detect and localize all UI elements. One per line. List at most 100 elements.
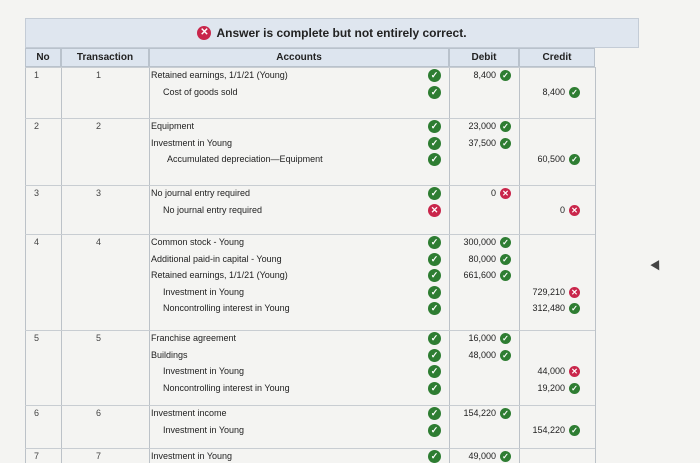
col-divider [25, 67, 26, 463]
account-field[interactable]: Noncontrolling interest in Young [163, 303, 290, 313]
account-field[interactable]: Investment in Young [151, 451, 233, 461]
debit-field[interactable]: 661,600 [463, 270, 496, 280]
correct-icon: ✓ [428, 136, 441, 150]
correct-icon: ✓ [428, 302, 441, 315]
correct-icon: ✓ [428, 236, 441, 249]
incorrect-icon: ✕ [569, 286, 580, 298]
col-divider [595, 67, 596, 463]
result-banner: ✕ Answer is complete but not entirely co… [25, 18, 639, 48]
credit-field[interactable]: 729,210 [532, 286, 565, 297]
account-field[interactable]: Investment in Young [163, 286, 245, 297]
account-field[interactable]: Investment in Young [163, 424, 245, 435]
correct-icon: ✓ [428, 332, 441, 345]
account-field[interactable]: Investment income [151, 408, 227, 418]
banner-text: Answer is complete but not entirely corr… [216, 26, 467, 40]
entry-separator [25, 185, 595, 186]
account-field[interactable]: No journal entry required [151, 188, 251, 198]
incorrect-icon: ✕ [569, 366, 580, 377]
account-field[interactable]: Cost of goods sold [163, 86, 238, 97]
correct-icon: ✓ [428, 285, 441, 299]
credit-field[interactable]: 312,480 [532, 303, 565, 313]
debit-field[interactable]: 8,400 [473, 70, 496, 80]
error-icon: ✕ [197, 26, 212, 40]
account-field[interactable]: No journal entry required [163, 204, 263, 215]
correct-icon: ✓ [500, 333, 511, 344]
entry-number: 4 [34, 237, 40, 247]
account-field[interactable]: Noncontrolling interest in Young [163, 382, 290, 393]
entry-number: 2 [34, 121, 40, 131]
correct-icon: ✓ [428, 450, 441, 463]
credit-field[interactable]: 44,000 [537, 366, 565, 376]
entry-number: 7 [34, 451, 40, 461]
account-field[interactable]: Common stock - Young [151, 237, 245, 247]
correct-icon: ✓ [428, 153, 441, 166]
account-field[interactable]: Investment in Young [163, 366, 245, 376]
credit-field[interactable]: 8,400 [542, 86, 565, 97]
correct-icon: ✓ [569, 86, 580, 98]
incorrect-icon: ✕ [500, 188, 511, 199]
debit-field[interactable]: 80,000 [468, 253, 496, 264]
correct-icon: ✓ [500, 349, 511, 361]
account-field[interactable]: Additional paid-in capital - Young [151, 253, 282, 264]
correct-icon: ✓ [428, 423, 441, 437]
header-transaction: Transaction [61, 48, 149, 67]
correct-icon: ✓ [500, 237, 511, 248]
correct-icon: ✓ [428, 269, 441, 282]
entry-separator [25, 330, 595, 331]
correct-icon: ✓ [500, 121, 511, 132]
incorrect-icon: ✕ [428, 203, 441, 217]
entry-number: 6 [34, 408, 40, 418]
correct-icon: ✓ [500, 408, 511, 419]
debit-field[interactable]: 37,500 [468, 137, 496, 148]
entry-separator [25, 118, 595, 119]
debit-field[interactable]: 154,220 [463, 408, 496, 418]
transaction-number: 1 [96, 70, 102, 80]
transaction-number: 7 [96, 451, 102, 461]
correct-icon: ✓ [569, 154, 580, 165]
transaction-number: 2 [96, 121, 102, 131]
account-field[interactable]: Accumulated depreciation—Equipment [167, 154, 323, 164]
credit-field[interactable]: 0 [559, 204, 565, 215]
correct-icon: ✓ [428, 365, 441, 378]
correct-icon: ✓ [428, 120, 441, 133]
entry-number: 3 [34, 188, 40, 198]
header-accounts: Accounts [149, 48, 449, 67]
entry-separator [25, 405, 595, 406]
correct-icon: ✓ [428, 252, 441, 266]
transaction-number: 5 [96, 333, 102, 343]
correct-icon: ✓ [500, 137, 511, 149]
header-credit: Credit [519, 48, 595, 67]
account-field[interactable]: Buildings [151, 349, 188, 360]
correct-icon: ✓ [428, 348, 441, 362]
credit-field[interactable]: 19,200 [537, 382, 565, 393]
debit-field[interactable]: 0 [490, 188, 496, 198]
account-field[interactable]: Retained earnings, 1/1/21 (Young) [151, 70, 288, 80]
entry-separator [25, 234, 595, 235]
debit-field[interactable]: 48,000 [468, 349, 496, 360]
transaction-number: 4 [96, 237, 102, 247]
correct-icon: ✓ [428, 85, 441, 99]
account-field[interactable]: Equipment [151, 121, 195, 131]
entry-number: 5 [34, 333, 40, 343]
credit-field[interactable]: 154,220 [532, 424, 565, 435]
account-field[interactable]: Retained earnings, 1/1/21 (Young) [151, 270, 288, 280]
debit-field[interactable]: 23,000 [468, 121, 496, 131]
entry-number: 1 [34, 70, 40, 80]
correct-icon: ✓ [569, 382, 580, 394]
correct-icon: ✓ [500, 270, 511, 281]
correct-icon: ✓ [500, 451, 511, 462]
correct-icon: ✓ [428, 69, 441, 82]
debit-field[interactable]: 49,000 [468, 451, 496, 461]
debit-field[interactable]: 16,000 [468, 333, 496, 343]
account-field[interactable]: Franchise agreement [151, 333, 237, 343]
entry-separator [25, 448, 595, 449]
entry-separator [25, 67, 595, 68]
incorrect-icon: ✕ [569, 204, 580, 216]
col-divider [149, 67, 150, 463]
transaction-number: 3 [96, 188, 102, 198]
debit-field[interactable]: 300,000 [463, 237, 496, 247]
credit-field[interactable]: 60,500 [537, 154, 565, 164]
correct-icon: ✓ [500, 253, 511, 265]
col-divider [61, 67, 62, 463]
account-field[interactable]: Investment in Young [151, 137, 233, 148]
